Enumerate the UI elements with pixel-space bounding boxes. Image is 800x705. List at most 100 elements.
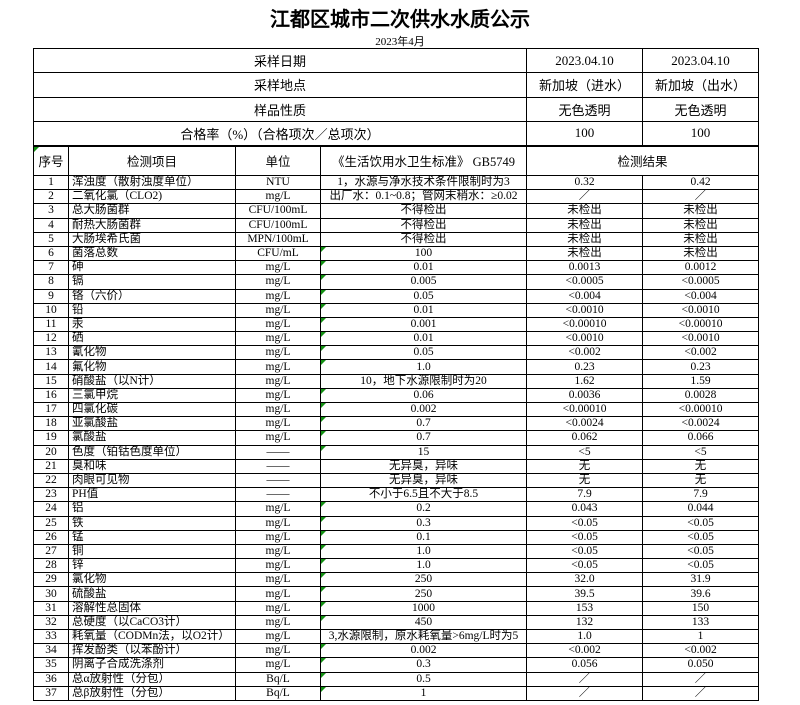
row-result-out: 未检出 [642,245,760,262]
row-unit: mg/L [235,586,321,602]
row-result-out: 1.59 [642,373,760,389]
row-result-out: <0.002 [642,643,760,659]
excel-flag-icon [321,360,326,366]
page-title: 江都区城市二次供水水质公示 [270,9,530,31]
row-item: 氯酸盐 [68,430,236,446]
row-standard: 出厂水：0.1~0.8；管网末稍水：≥0.02 [319,189,528,205]
row-standard: 250 [319,586,528,602]
row-unit: mg/L [235,401,321,418]
row-result-in: 0.0036 [526,387,644,404]
row-result-out: <0.05 [642,558,760,574]
col-header-item: 检测项目 [68,144,236,176]
row-item: 四氯化碳 [68,401,236,418]
excel-flag-icon [321,275,326,281]
table-row: 28 锌 mg/L 1.0 <0.05 <0.05 [33,558,760,574]
excel-flag-icon [321,658,326,664]
row-index: 10 [33,302,69,318]
row-standard: 0.01 [319,331,528,347]
row-result-out: <0.0010 [642,302,760,318]
row-item: 砷 [68,260,236,276]
row-result-in: <0.002 [526,345,644,361]
row-standard: 250 [319,572,528,588]
col-header-index: 序号 [33,144,69,176]
excel-flag-icon [321,673,326,678]
row-result-in: 7.9 [526,487,644,503]
row-result-out: <0.00010 [642,401,760,418]
row-standard: 0.001 [319,316,528,333]
table-row: 1 浑浊度（散射浊度单位） NTU 1，水源与净水技术条件限制时为3 0.32 0.42 [33,174,760,191]
summary-row: 合格率（%）（合格项次／总项次） 100 100 [32,120,760,147]
row-unit: mg/L [235,515,321,531]
row-item: PH值 [68,487,236,503]
summary-value-out: 新加坡（出水） [642,72,760,98]
excel-flag-icon [321,559,326,565]
row-result-out: 7.9 [642,487,760,503]
row-item: 总β放射性（分包） [68,685,236,701]
summary-section: 采样日期 2023.04.10 2023.04.10 采样地点 新加坡（进水） … [32,47,760,147]
column-header-section: 序号 检测项目 单位 《生活饮用水卫生标准》 GB5749 检测结果 [33,144,760,176]
row-standard: 1000 [319,600,528,616]
excel-flag-icon [321,545,326,550]
row-index: 2 [33,189,69,205]
table-row: 26 锰 mg/L 0.1 <0.05 <0.05 [33,529,760,545]
row-result-in: 153 [526,600,644,616]
table-row: 24 铝 mg/L 0.2 0.043 0.044 [33,501,760,517]
row-result-in: 无 [526,458,644,474]
excel-flag-icon [321,687,326,692]
row-item: 铬（六价） [68,288,236,304]
row-result-in: 1.0 [526,628,644,645]
summary-label: 合格率（%）（合格项次／总项次） [32,120,528,147]
row-index: 19 [33,430,69,446]
row-unit: Bq/L [235,685,321,701]
row-standard: 0.05 [319,288,528,304]
row-unit: mg/L [235,430,321,446]
row-item: 硝酸盐（以N计） [68,373,236,389]
table-row: 18 亚氯酸盐 mg/L 0.7 <0.0024 <0.0024 [33,416,760,432]
row-standard: 0.06 [319,387,528,404]
row-index: 16 [33,387,69,404]
row-item: 氯化物 [68,572,236,588]
row-standard: 0.002 [319,401,528,418]
row-result-out: 31.9 [642,572,760,588]
row-item: 锌 [68,558,236,574]
row-item: 硫酸盐 [68,586,236,602]
row-index: 13 [33,345,69,361]
row-unit: mg/L [235,373,321,389]
row-index: 24 [33,501,69,517]
col-header-standard: 《生活饮用水卫生标准》 GB5749 [319,144,528,176]
row-result-in: <0.002 [526,643,644,659]
table-row: 15 硝酸盐（以N计） mg/L 10，地下水源限制时为20 1.62 1.59 [33,373,760,389]
excel-flag-icon [321,602,326,607]
table-row: 14 氟化物 mg/L 1.0 0.23 0.23 [33,359,760,375]
row-result-out: 0.066 [642,430,760,446]
row-standard: 0.7 [319,416,528,432]
row-index: 7 [33,260,69,276]
excel-flag-icon [321,403,326,408]
row-standard: 1.0 [319,359,528,375]
row-unit: mg/L [235,657,321,673]
summary-row: 样品性质 无色透明 无色透明 [32,96,760,122]
row-item: 阴离子合成洗涤剂 [68,657,236,673]
table-row: 13 氰化物 mg/L 0.05 <0.002 <0.002 [33,345,760,361]
row-index: 8 [33,274,69,290]
table-row: 27 铜 mg/L 1.0 <0.05 <0.05 [33,543,760,560]
col-header-index-label: 序号 [38,155,64,170]
summary-value-in: 新加坡（进水） [526,72,644,98]
row-result-in: <0.05 [526,515,644,531]
row-result-in: 无 [526,472,644,489]
row-result-out: 未检出 [642,203,760,219]
row-result-out: 1 [642,628,760,645]
row-index: 36 [33,671,69,687]
table-row: 11 汞 mg/L 0.001 <0.00010 <0.00010 [33,316,760,333]
row-result-out: 无 [642,458,760,474]
row-unit: —— [235,472,321,489]
row-result-in: 0.056 [526,657,644,673]
row-item: 铜 [68,543,236,560]
row-result-in: ／ [526,189,644,205]
row-result-out: <0.05 [642,515,760,531]
row-index: 5 [33,231,69,247]
row-unit: mg/L [235,189,321,205]
row-standard: 0.2 [319,501,528,517]
table-row: 3 总大肠菌群 CFU/100mL 不得检出 未检出 未检出 [33,203,760,219]
row-result-in: 0.0013 [526,260,644,276]
